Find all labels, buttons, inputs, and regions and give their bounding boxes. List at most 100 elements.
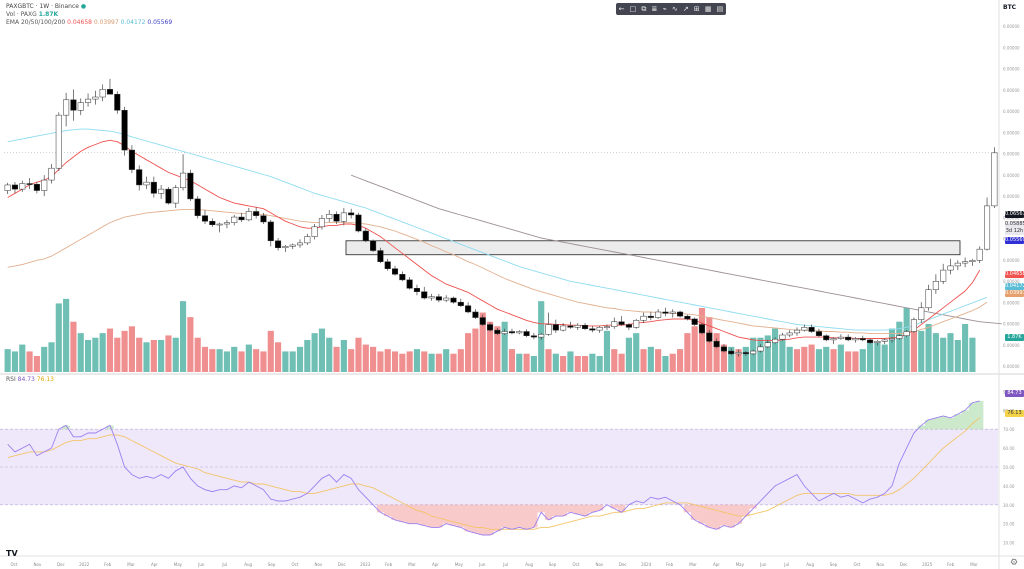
candle-body [41, 179, 48, 191]
toolbar-tool-icon[interactable]: ⧉ [641, 5, 647, 13]
candle-body [786, 332, 793, 336]
time-axis-tick: Feb [666, 562, 674, 567]
volume-bar [304, 340, 311, 372]
time-axis-tick: Nov [34, 562, 42, 567]
candle-body [494, 329, 501, 334]
volume-bar [903, 308, 910, 372]
toolbar-tool-icon[interactable]: □ [629, 5, 637, 13]
volume-bar [194, 337, 201, 372]
volume-bar [136, 337, 143, 372]
time-axis-tick: Jul [783, 562, 789, 567]
candle-body [180, 172, 187, 188]
symbol-title: PAXGBTC · 1W · Binance [6, 3, 79, 10]
volume-bar [450, 353, 457, 372]
candle-body [201, 215, 209, 222]
candle-body [260, 215, 267, 223]
volume-bar [201, 346, 209, 372]
volume-bar [486, 321, 494, 372]
candle-body [932, 281, 939, 290]
toolbar-tool-icon[interactable]: ↗ [682, 5, 689, 13]
volume-bar [465, 333, 472, 372]
rsi-ma-badge: 76.13 [1005, 410, 1024, 417]
volume-bar [896, 321, 903, 372]
candle-body [633, 320, 640, 328]
volume-bar [479, 312, 486, 372]
candle-body [136, 169, 143, 186]
candle-body [326, 214, 333, 219]
volume-badge: 1.87K [1005, 334, 1024, 341]
volume-bar [552, 353, 559, 372]
volume-bar [523, 353, 530, 372]
volume-bar [377, 351, 384, 372]
volume-bar [932, 333, 939, 372]
time-axis-tick: Apr [432, 562, 439, 567]
countdown-badge: 3d 12h [1005, 228, 1024, 235]
volume-bar [735, 349, 742, 372]
ema200-line [351, 174, 1002, 325]
candle-body [304, 236, 311, 244]
volume-bar [99, 333, 106, 372]
toolbar-tool-icon[interactable]: ⌁ [662, 5, 667, 13]
candle-body [888, 338, 896, 341]
candle-body [384, 261, 391, 269]
tradingview-logo[interactable]: TV [6, 549, 18, 558]
volume-bar [567, 351, 574, 372]
time-axis-tick: Mar [970, 562, 978, 567]
volume-value: 1.87K [38, 11, 59, 18]
toolbar-tool-icon[interactable]: ⊞ [693, 5, 700, 13]
volume-bar [530, 356, 537, 372]
volume-bar [289, 351, 296, 372]
volume-bar [421, 351, 428, 372]
time-axis-tick: Oct [853, 562, 860, 567]
volume-bar [253, 349, 260, 372]
time-axis-tick: Jun [759, 562, 767, 567]
toolbar-tool-icon[interactable]: ← [618, 5, 625, 13]
time-axis-tick: Nov [314, 562, 322, 567]
drawing-toolbar[interactable]: ← □ ⧉ ≣ ⌁ ∿ ↗ ⊞ ▦ ▤ [616, 3, 726, 15]
volume-bar [676, 349, 684, 372]
candle-body [216, 223, 223, 226]
volume-bar [406, 351, 413, 372]
volume-bar [764, 335, 771, 372]
volume-bar [669, 353, 676, 372]
candle-body [85, 98, 92, 103]
volume-bar [918, 330, 925, 372]
volume-bar [77, 333, 84, 372]
volume-bar [106, 328, 114, 372]
candle-body [296, 242, 304, 246]
legend-volume: Vol · PAXG 1.87K [6, 11, 58, 18]
volume-bar [808, 344, 815, 372]
volume-bar [772, 328, 779, 372]
candle-body [947, 265, 954, 271]
legend-ema: EMA 20/50/100/200 0.04658 0.03997 0.0417… [6, 19, 172, 26]
volume-bar [311, 333, 318, 372]
volume-bar [867, 342, 874, 372]
gear-icon[interactable]: ⚙ [1010, 558, 1019, 568]
toolbar-tool-icon[interactable]: ▦ [704, 5, 712, 13]
candle-body [435, 296, 442, 301]
volume-bar [698, 308, 706, 372]
candle-body [362, 230, 369, 242]
rsi-value: 84.73 [17, 376, 35, 383]
toolbar-tool-icon[interactable]: ≣ [651, 5, 658, 13]
candle-body [677, 311, 684, 317]
currency-label[interactable]: BTC [1003, 4, 1017, 11]
volume-bar [706, 317, 713, 372]
time-axis-tick: Sep [830, 562, 838, 567]
volume-bar [26, 351, 33, 372]
candle-body [487, 324, 494, 331]
candle-body [63, 99, 70, 116]
volume-bar [238, 351, 245, 372]
toolbar-tool-icon[interactable]: ∿ [671, 5, 678, 13]
volume-bar [413, 349, 421, 372]
candle-body [318, 218, 325, 228]
time-axis-tick: Oct [292, 562, 299, 567]
volume-bar [823, 346, 830, 372]
last-price-sub-badge: 0.05885 [1005, 221, 1024, 228]
candle-body [596, 327, 603, 331]
toolbar-tool-icon[interactable]: ▤ [716, 5, 724, 13]
volume-bar [757, 337, 764, 372]
rsi-axis-tick: 10.00 [1003, 541, 1015, 546]
ema50-badge: 0.03997 [1005, 290, 1024, 297]
